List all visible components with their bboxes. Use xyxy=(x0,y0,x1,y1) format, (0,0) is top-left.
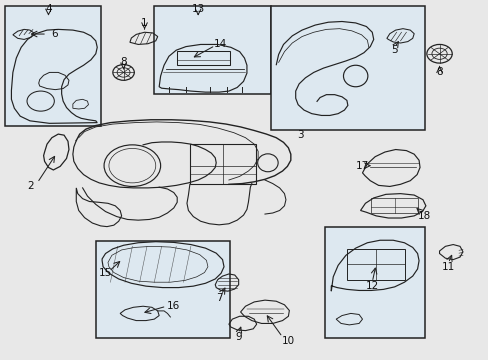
Bar xyxy=(189,144,255,184)
Text: 11: 11 xyxy=(441,262,454,272)
Text: 16: 16 xyxy=(167,301,180,311)
Text: 17: 17 xyxy=(355,161,368,171)
Bar xyxy=(154,6,271,94)
Text: 2: 2 xyxy=(27,181,34,192)
Bar xyxy=(177,51,229,64)
Text: 9: 9 xyxy=(235,332,242,342)
Text: 4: 4 xyxy=(45,4,52,14)
Text: 6: 6 xyxy=(51,29,58,39)
Text: 10: 10 xyxy=(281,336,294,346)
Text: 3: 3 xyxy=(297,130,303,140)
Text: 12: 12 xyxy=(365,281,378,291)
Text: 15: 15 xyxy=(99,267,112,278)
Bar xyxy=(346,249,405,280)
Text: 18: 18 xyxy=(417,211,430,221)
Text: 7: 7 xyxy=(215,293,222,303)
Text: 8: 8 xyxy=(435,67,442,77)
Text: 1: 1 xyxy=(141,18,147,28)
Bar xyxy=(370,198,417,213)
Bar xyxy=(271,6,424,130)
Text: 13: 13 xyxy=(191,4,204,14)
Text: 5: 5 xyxy=(390,45,397,55)
Bar xyxy=(96,241,229,338)
Text: 8: 8 xyxy=(120,57,126,67)
Bar xyxy=(4,6,101,126)
Bar xyxy=(325,226,424,338)
Text: 14: 14 xyxy=(213,39,226,49)
